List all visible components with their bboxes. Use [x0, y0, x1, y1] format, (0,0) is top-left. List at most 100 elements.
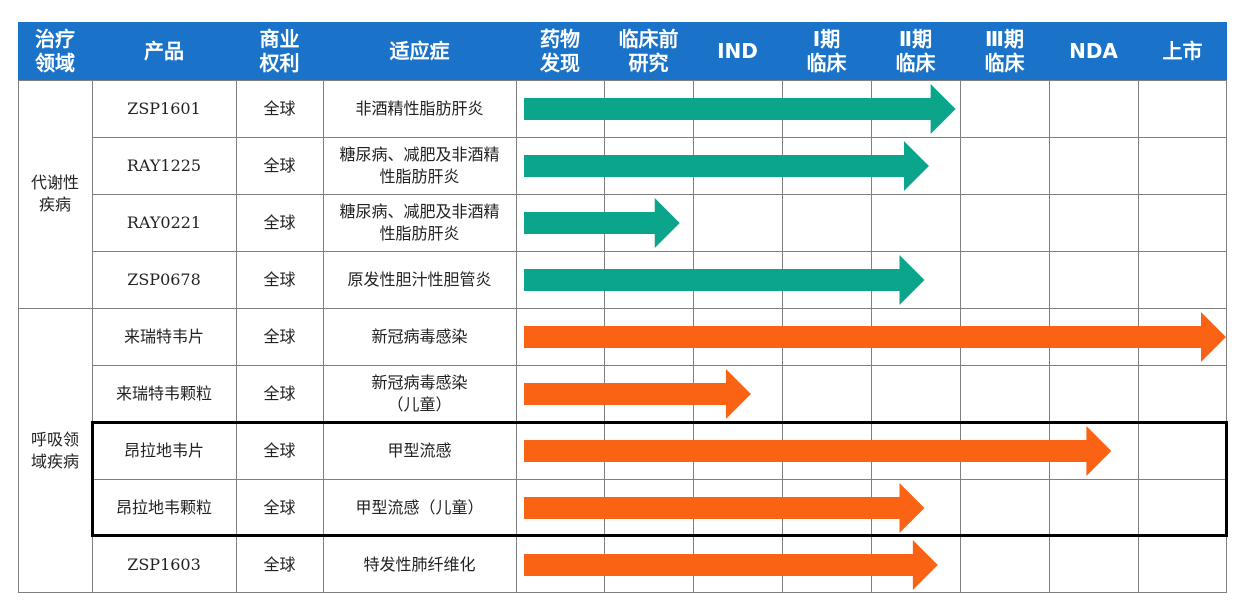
product-cell: ZSP0678: [92, 251, 236, 308]
progress-arrow: [524, 140, 929, 191]
header-cell: Ⅲ期 临床: [960, 22, 1049, 80]
grid-hline: [92, 251, 1227, 252]
therapeutic-area-cell: 呼吸领 域疾病: [18, 308, 92, 593]
header-cell: NDA: [1049, 22, 1138, 80]
product-cell: RAY1225: [92, 137, 236, 194]
indication-cell: 原发性胆汁性胆管炎: [323, 251, 516, 308]
header-label: NDA: [1069, 39, 1118, 63]
indication-label: 新冠病毒感染 （儿童）: [371, 372, 468, 414]
product-cell: ZSP1603: [92, 536, 236, 593]
indication-cell: 甲型流感（儿童）: [323, 479, 516, 536]
grid-vline: [18, 80, 19, 593]
product-label: RAY0221: [126, 212, 202, 232]
progress-arrow-shape: [524, 482, 925, 533]
product-label: RAY1225: [126, 155, 202, 175]
product-label: ZSP1601: [127, 98, 201, 118]
header-label: Ⅱ期 临床: [895, 27, 936, 75]
product-cell: 来瑞特韦片: [92, 308, 236, 365]
indication-cell: 特发性肺纤维化: [323, 536, 516, 593]
indication-label: 新冠病毒感染: [371, 326, 468, 346]
progress-arrow-polygon: [524, 482, 925, 533]
grid-vline: [236, 80, 237, 593]
product-cell: 昂拉地韦颗粒: [92, 479, 236, 536]
header-label: 上市: [1162, 39, 1203, 63]
progress-arrow: [524, 425, 1112, 476]
progress-arrow-polygon: [524, 83, 956, 134]
header-cell: 治疗 领域: [18, 22, 92, 80]
header-label: 治疗 领域: [35, 27, 75, 75]
rights-label: 全球: [263, 383, 296, 403]
rights-label: 全球: [263, 326, 296, 346]
rights-cell: 全球: [236, 422, 323, 479]
indication-label: 特发性肺纤维化: [363, 554, 476, 574]
rights-cell: 全球: [236, 80, 323, 137]
product-label: 昂拉地韦片: [123, 440, 204, 460]
indication-label: 甲型流感: [387, 440, 452, 460]
product-label: 昂拉地韦颗粒: [115, 497, 212, 517]
header-cell: IND: [693, 22, 782, 80]
header-cell: Ⅰ期 临床: [782, 22, 871, 80]
product-cell: RAY0221: [92, 194, 236, 251]
rights-label: 全球: [263, 269, 296, 289]
indication-label: 非酒精性脂肪肝炎: [355, 98, 484, 118]
grid-vline: [323, 80, 324, 593]
indication-label: 糖尿病、减肥及非酒精 性脂肪肝炎: [339, 144, 500, 186]
rights-cell: 全球: [236, 365, 323, 422]
product-label: ZSP1603: [127, 554, 201, 574]
header-cell: 药物 发现: [516, 22, 604, 80]
header-cell: 适应症: [323, 22, 516, 80]
header-label: 产品: [144, 39, 184, 63]
grid-hline: [18, 308, 1227, 309]
product-label: 来瑞特韦颗粒: [115, 383, 212, 403]
rights-cell: 全球: [236, 308, 323, 365]
grid-hline: [18, 80, 1227, 81]
header-label: IND: [717, 39, 758, 63]
grid-vline: [92, 80, 93, 593]
rights-label: 全球: [263, 440, 296, 460]
progress-arrow-polygon: [524, 539, 938, 590]
progress-arrow-polygon: [524, 197, 680, 248]
progress-arrow-polygon: [524, 254, 925, 305]
product-cell: 昂拉地韦片: [92, 422, 236, 479]
progress-arrow-shape: [524, 311, 1226, 362]
rights-cell: 全球: [236, 479, 323, 536]
rights-label: 全球: [263, 497, 296, 517]
indication-cell: 糖尿病、减肥及非酒精 性脂肪肝炎: [323, 194, 516, 251]
rights-cell: 全球: [236, 137, 323, 194]
progress-arrow: [524, 83, 956, 134]
rights-label: 全球: [263, 98, 296, 118]
header-label: 适应症: [389, 39, 450, 63]
progress-arrow-polygon: [524, 425, 1112, 476]
indication-label: 糖尿病、减肥及非酒精 性脂肪肝炎: [339, 201, 500, 243]
progress-arrow-shape: [524, 140, 929, 191]
product-label: 来瑞特韦片: [123, 326, 204, 346]
progress-arrow-shape: [524, 425, 1112, 476]
product-cell: 来瑞特韦颗粒: [92, 365, 236, 422]
therapeutic-area-label: 代谢性 疾病: [30, 173, 79, 214]
header-label: Ⅰ期 临床: [806, 27, 847, 75]
progress-arrow-shape: [524, 83, 956, 134]
indication-cell: 新冠病毒感染 （儿童）: [323, 365, 516, 422]
indication-cell: 甲型流感: [323, 422, 516, 479]
grid-hline: [92, 365, 1227, 366]
product-cell: ZSP1601: [92, 80, 236, 137]
indication-cell: 非酒精性脂肪肝炎: [323, 80, 516, 137]
indication-label: 甲型流感（儿童）: [355, 497, 484, 517]
progress-arrow-shape: [524, 254, 925, 305]
progress-arrow: [524, 539, 938, 590]
indication-cell: 糖尿病、减肥及非酒精 性脂肪肝炎: [323, 137, 516, 194]
progress-arrow-polygon: [524, 311, 1226, 362]
header-cell: Ⅱ期 临床: [871, 22, 960, 80]
header-cell: 上市: [1138, 22, 1227, 80]
grid-vline: [1226, 80, 1227, 593]
progress-arrow: [524, 482, 925, 533]
therapeutic-area-label: 呼吸领 域疾病: [30, 429, 79, 471]
header-cell: 产品: [92, 22, 236, 80]
rights-cell: 全球: [236, 536, 323, 593]
indication-cell: 新冠病毒感染: [323, 308, 516, 365]
rights-label: 全球: [263, 212, 296, 232]
rights-cell: 全球: [236, 251, 323, 308]
progress-arrow: [524, 368, 751, 419]
header-row: [18, 22, 1227, 80]
progress-arrow: [524, 197, 680, 248]
